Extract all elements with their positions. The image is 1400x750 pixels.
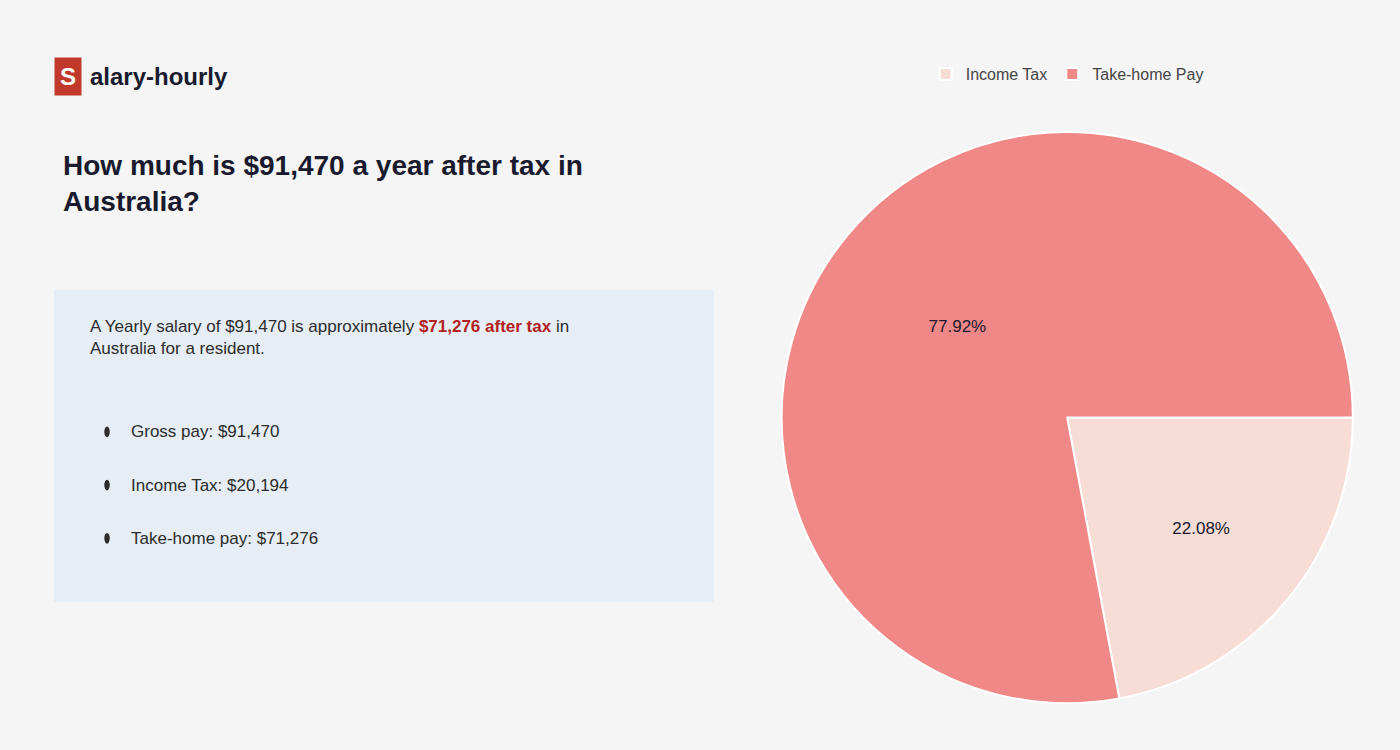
svg-text:alary-hourly: alary-hourly	[90, 63, 228, 90]
svg-text:Gross pay: $91,470: Gross pay: $91,470	[131, 422, 279, 441]
svg-text:Take-home Pay: Take-home Pay	[1092, 66, 1203, 83]
svg-text:S: S	[60, 63, 76, 90]
svg-text:Income Tax: Income Tax	[966, 66, 1048, 83]
svg-text:Take-home pay: $71,276: Take-home pay: $71,276	[131, 529, 318, 548]
svg-text:77.92%: 77.92%	[929, 317, 987, 336]
svg-text:A Yearly salary of $91,470 is: A Yearly salary of $91,470 is approximat…	[90, 317, 569, 358]
svg-text:Income Tax: $20,194: Income Tax: $20,194	[131, 476, 289, 495]
svg-text:22.08%: 22.08%	[1172, 519, 1230, 538]
svg-text:How much is $91,470 a year aft: How much is $91,470 a year after tax inA…	[63, 150, 583, 217]
